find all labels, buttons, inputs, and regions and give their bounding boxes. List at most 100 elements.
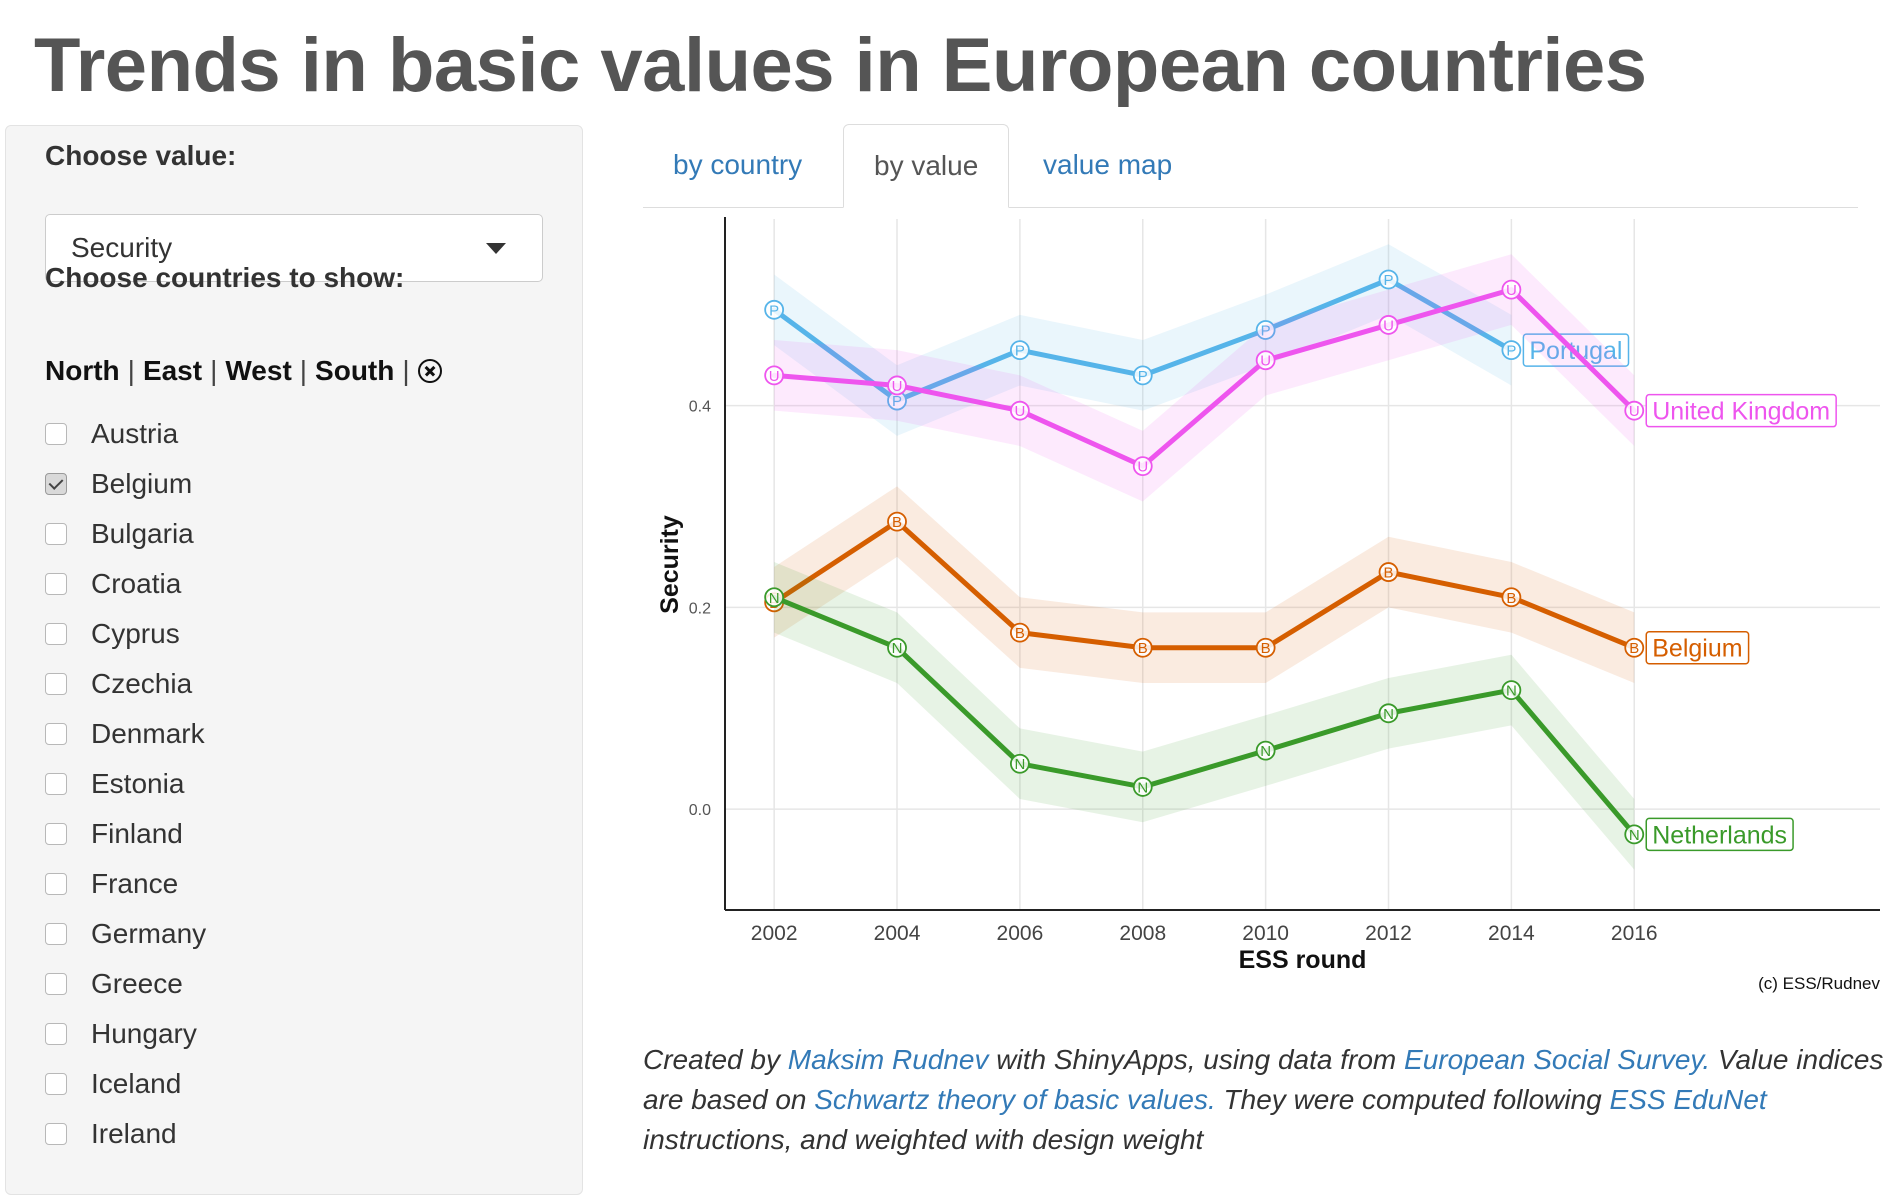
- country-option-bulgaria[interactable]: Bulgaria: [45, 509, 206, 559]
- data-point-marker: P: [769, 302, 779, 319]
- country-option-czechia[interactable]: Czechia: [45, 659, 206, 709]
- data-point: [1009, 622, 1030, 643]
- region-link-south[interactable]: South: [315, 355, 395, 386]
- checkbox[interactable]: [45, 973, 67, 995]
- data-point-marker: U: [1629, 403, 1640, 420]
- data-point-marker: U: [1506, 282, 1517, 299]
- data-point: [887, 511, 907, 532]
- data-point-marker: B: [1506, 590, 1516, 607]
- checkbox[interactable]: [45, 823, 67, 845]
- region-link-north[interactable]: North: [45, 355, 120, 386]
- security-trend-chart: 0.0 0.2 0.4 2002 2004 2006 2008 2010 2012 2014 201…: [656, 217, 1880, 993]
- country-option-croatia[interactable]: Croatia: [45, 559, 206, 609]
- country-option-greece[interactable]: Greece: [45, 959, 206, 1009]
- value-select[interactable]: Security: [45, 214, 543, 282]
- data-point: [1624, 824, 1645, 845]
- country-label: Cyprus: [91, 618, 180, 649]
- data-point-marker: B: [1384, 565, 1394, 582]
- country-label: Belgium: [91, 468, 193, 499]
- data-point: [1378, 562, 1399, 582]
- data-point-marker: U: [769, 368, 780, 385]
- series-line: [771, 287, 1637, 469]
- tab-by-country[interactable]: by country: [673, 149, 803, 180]
- data-point-marker: U: [1260, 353, 1271, 370]
- footer-credits: Created by Maksim Rudnev with ShinyApps,…: [643, 1040, 1884, 1160]
- checkbox[interactable]: [45, 473, 67, 495]
- data-point: [1009, 753, 1030, 774]
- x-tick-label: 2010: [1242, 922, 1289, 945]
- checkbox[interactable]: [45, 873, 67, 895]
- checkbox[interactable]: [45, 423, 67, 445]
- region-link-east[interactable]: East: [142, 355, 203, 386]
- x-tick-label: 2004: [874, 922, 921, 945]
- country-option-finland[interactable]: Finland: [45, 809, 206, 859]
- data-point: [764, 587, 785, 608]
- y-axis-title: Security: [656, 515, 684, 614]
- data-point-marker: U: [1014, 403, 1025, 420]
- data-point: [1132, 637, 1153, 658]
- x-tick-label: 2014: [1488, 922, 1535, 945]
- country-option-estonia[interactable]: Estonia: [45, 759, 206, 809]
- data-point-marker: N: [1260, 743, 1271, 760]
- checkbox[interactable]: [45, 573, 67, 595]
- ess-link[interactable]: European Social Survey.: [1404, 1044, 1711, 1075]
- data-point-marker: N: [1383, 706, 1394, 723]
- country-label: Bulgaria: [91, 518, 194, 549]
- checkbox[interactable]: [45, 1023, 67, 1045]
- country-option-france[interactable]: France: [45, 859, 206, 909]
- checkbox[interactable]: [45, 523, 67, 545]
- checkbox[interactable]: [45, 723, 67, 745]
- region-links: North | East | West | South |: [45, 355, 442, 387]
- data-point: [1132, 777, 1153, 797]
- checkbox[interactable]: [45, 773, 67, 795]
- data-point-marker: P: [1138, 368, 1148, 385]
- data-point: [887, 637, 907, 658]
- author-link[interactable]: Maksim Rudnev: [787, 1044, 989, 1075]
- countries-label: Choose countries to show:: [45, 262, 405, 293]
- tab-value-map[interactable]: value map: [1043, 149, 1173, 180]
- tab-bar: by country by value value map: [643, 124, 1858, 208]
- country-option-ireland[interactable]: Ireland: [45, 1109, 206, 1159]
- country-option-germany[interactable]: Germany: [45, 909, 206, 959]
- region-link-west[interactable]: West: [225, 355, 292, 386]
- country-option-cyprus[interactable]: Cyprus: [45, 609, 206, 659]
- data-point-marker: N: [769, 590, 780, 607]
- checkbox[interactable]: [45, 1073, 67, 1095]
- country-option-belgium[interactable]: Belgium: [45, 459, 206, 509]
- footer-text: They were computed following: [1215, 1084, 1610, 1115]
- country-label: Germany: [91, 918, 207, 949]
- data-point: [1624, 400, 1645, 421]
- footer-text: instructions, and weighted with design w…: [643, 1124, 1204, 1155]
- series-label-box: [1645, 393, 1837, 428]
- data-point-marker: N: [1506, 683, 1517, 700]
- y-tick-label: 0.0: [689, 802, 711, 819]
- x-tick-label: 2016: [1611, 922, 1658, 945]
- country-option-austria[interactable]: Austria: [45, 409, 206, 459]
- chart-caption: (c) ESS/Rudnev: [1758, 974, 1880, 993]
- confidence-band: [774, 244, 1512, 436]
- checkbox[interactable]: [45, 673, 67, 695]
- country-option-hungary[interactable]: Hungary: [45, 1009, 206, 1059]
- checkbox[interactable]: [45, 623, 67, 645]
- data-point-marker: P: [1506, 343, 1516, 360]
- country-option-denmark[interactable]: Denmark: [45, 709, 206, 759]
- schwartz-link[interactable]: Schwartz theory of basic values.: [814, 1084, 1216, 1115]
- data-point: [887, 375, 907, 396]
- checkbox[interactable]: [45, 923, 67, 945]
- country-label: France: [91, 868, 179, 899]
- data-point: [1009, 340, 1030, 361]
- data-point-marker: B: [1138, 640, 1148, 657]
- value-select-label: Choose value:: [45, 140, 237, 171]
- country-label: Croatia: [91, 568, 182, 599]
- x-tick-label: 2012: [1365, 922, 1412, 945]
- edunet-link[interactable]: ESS EduNet: [1609, 1084, 1767, 1115]
- series-label-box: [1645, 630, 1750, 665]
- data-point: [1624, 637, 1645, 658]
- country-option-iceland[interactable]: Iceland: [45, 1059, 206, 1109]
- footer-text: with ShinyApps, using data from: [988, 1044, 1405, 1075]
- data-point-marker: P: [892, 393, 902, 410]
- data-point: [1132, 456, 1153, 477]
- tab-by-value[interactable]: by value: [843, 124, 1010, 208]
- clear-selection-icon[interactable]: [417, 359, 442, 383]
- checkbox[interactable]: [45, 1123, 67, 1145]
